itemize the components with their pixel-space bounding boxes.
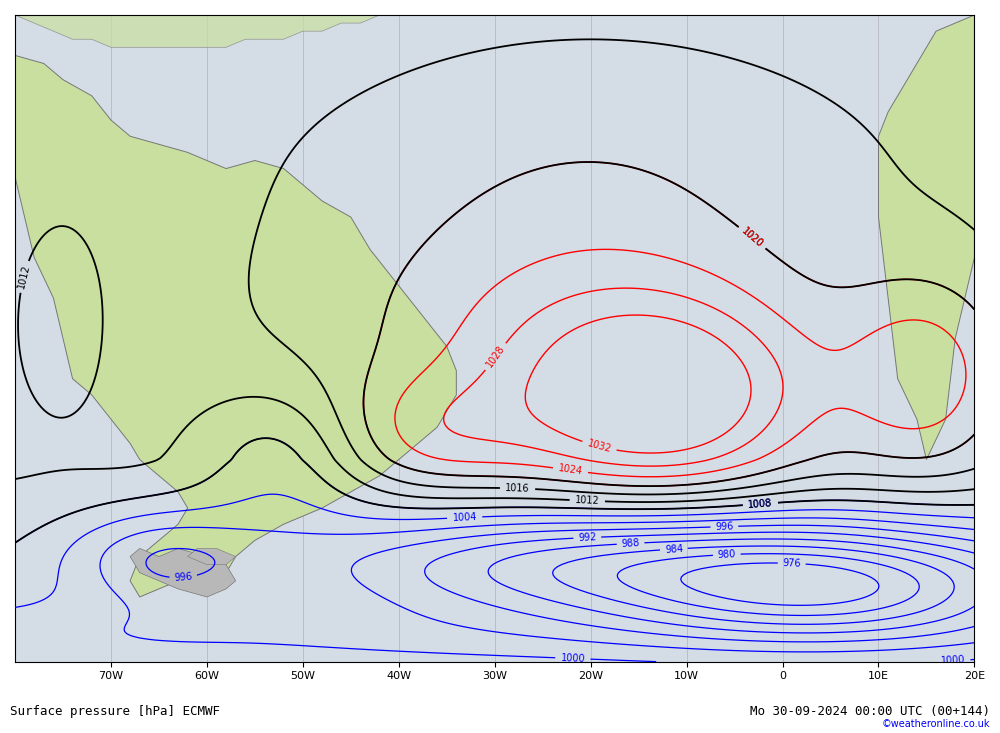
Text: 1016: 1016: [505, 483, 530, 494]
Text: 1008: 1008: [748, 498, 773, 510]
Text: 1000: 1000: [940, 655, 965, 666]
Text: 1012: 1012: [16, 264, 32, 290]
Text: 984: 984: [664, 543, 683, 555]
Polygon shape: [130, 548, 236, 597]
Text: 1020: 1020: [740, 226, 765, 249]
Text: 1024: 1024: [558, 463, 583, 477]
Text: 1020: 1020: [740, 226, 765, 249]
Text: Surface pressure [hPa] ECMWF: Surface pressure [hPa] ECMWF: [10, 705, 220, 718]
Text: Mo 30-09-2024 00:00 UTC (00+144): Mo 30-09-2024 00:00 UTC (00+144): [750, 705, 990, 718]
Text: 976: 976: [782, 558, 801, 569]
Text: 996: 996: [174, 572, 193, 583]
Text: 1004: 1004: [452, 512, 477, 523]
Text: 1032: 1032: [586, 438, 613, 454]
Text: 1012: 1012: [575, 496, 600, 507]
Text: 980: 980: [717, 549, 736, 560]
Text: 988: 988: [621, 538, 640, 549]
Text: 1008: 1008: [748, 498, 773, 510]
Text: 992: 992: [578, 532, 597, 543]
Text: ©weatheronline.co.uk: ©weatheronline.co.uk: [882, 719, 990, 729]
Text: 996: 996: [715, 521, 734, 532]
Polygon shape: [15, 15, 399, 48]
Polygon shape: [878, 15, 974, 460]
Polygon shape: [188, 548, 236, 564]
Text: 1000: 1000: [560, 653, 585, 664]
Polygon shape: [15, 56, 456, 597]
Text: 1028: 1028: [484, 344, 507, 369]
